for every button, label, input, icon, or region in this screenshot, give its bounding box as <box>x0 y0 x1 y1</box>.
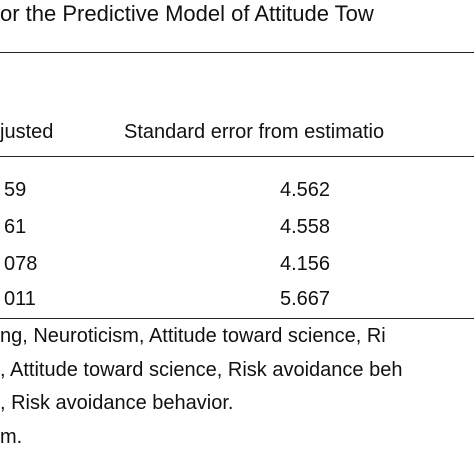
table-cell: 4.562 <box>280 179 331 201</box>
table-cell: 59 <box>4 179 27 201</box>
table-cell: 078 <box>4 253 38 275</box>
table-cell: 4.156 <box>280 253 331 275</box>
table-cell: 61 <box>4 216 27 238</box>
table-cell: 4.558 <box>280 216 331 238</box>
top-rule <box>0 52 474 53</box>
column-header: Standard error from estimatio <box>124 121 385 143</box>
column-header: justed <box>0 121 54 143</box>
table-note: ng, Neuroticism, Attitude toward science… <box>0 325 386 347</box>
table-note: , Risk avoidance behavior. <box>0 392 234 414</box>
bottom-rule <box>0 318 474 319</box>
header-rule <box>0 156 474 157</box>
table-cell: 011 <box>4 288 36 310</box>
table-cell: 5.667 <box>280 288 331 310</box>
table-note: , Attitude toward science, Risk avoidanc… <box>0 359 403 381</box>
table-note: m. <box>0 426 23 448</box>
table-title: or the Predictive Model of Attitude Tow <box>0 1 374 26</box>
